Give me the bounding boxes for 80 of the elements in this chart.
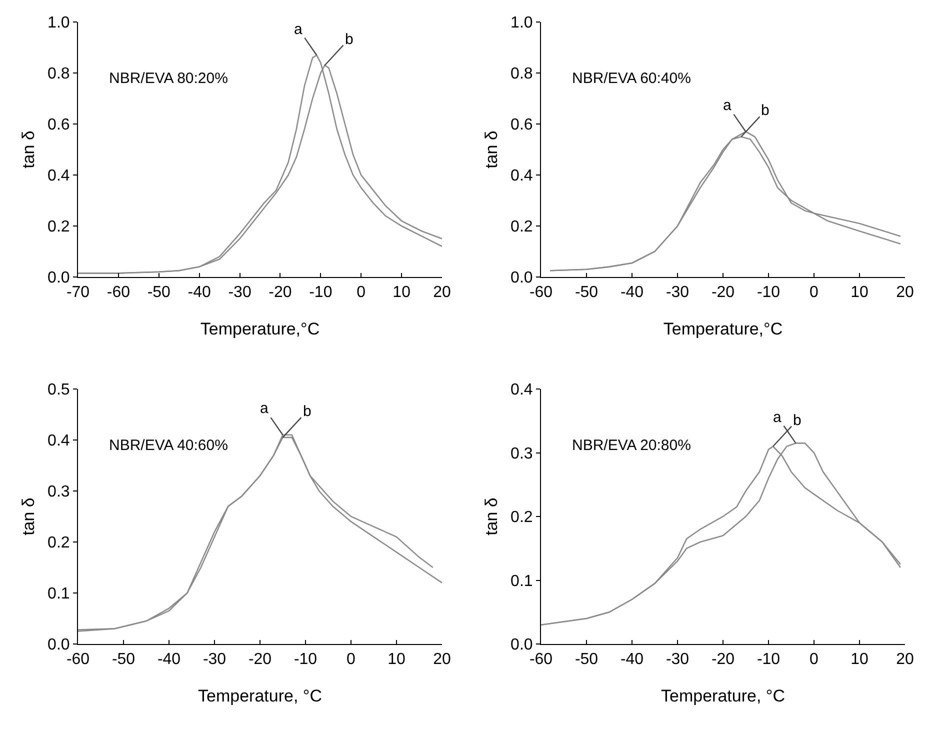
x-tick-label: -30 <box>228 284 252 302</box>
y-tick-label: 0.1 <box>510 572 533 590</box>
y-tick-label: 0.8 <box>510 66 533 83</box>
y-tick-label: 0.2 <box>510 509 533 526</box>
x-tick-label: -60 <box>66 651 90 668</box>
x-tick-label: 10 <box>388 651 406 668</box>
x-axis-title: Temperature, °C <box>661 686 785 706</box>
y-tick-label: 0.3 <box>48 484 70 501</box>
x-tick-label: -30 <box>666 284 690 302</box>
x-tick-label: 0 <box>356 284 366 302</box>
x-tick-label: 0 <box>346 651 356 668</box>
x-axis-title: Temperature,°C <box>663 320 783 339</box>
y-tick-label: 1.0 <box>48 14 70 32</box>
series-label: a <box>260 400 269 417</box>
x-tick-label: -10 <box>294 651 318 668</box>
x-tick-label: 10 <box>850 284 868 302</box>
annotation: NBR/EVA 40:60% <box>109 437 228 454</box>
y-tick-label: 0.8 <box>48 66 70 83</box>
x-tick-label: 20 <box>896 651 914 668</box>
x-tick-label: -40 <box>157 651 181 668</box>
x-tick-label: -50 <box>147 284 171 302</box>
y-tick-label: 0.4 <box>48 168 70 185</box>
x-axis-title: Temperature,°C <box>200 320 320 339</box>
y-axis-title: tan δ <box>482 498 501 536</box>
x-tick-label: -10 <box>756 651 780 668</box>
x-tick-label: 20 <box>433 284 451 302</box>
y-tick-label: 0.4 <box>510 168 533 185</box>
y-tick-label: 0.4 <box>48 432 70 450</box>
x-tick-label: -20 <box>711 284 735 302</box>
x-tick-label: -60 <box>106 284 130 302</box>
x-tick-label: -30 <box>666 651 690 668</box>
x-axis-title: Temperature, °C <box>198 686 322 706</box>
y-axis-title: tan δ <box>19 130 38 168</box>
x-tick-label: 20 <box>433 651 451 668</box>
series-label: b <box>345 31 354 48</box>
x-tick-label: 0 <box>810 284 819 302</box>
x-tick-label: 20 <box>896 284 914 302</box>
y-tick-label: 0.0 <box>48 636 70 654</box>
x-tick-label: -40 <box>188 284 211 302</box>
series-label: b <box>303 403 312 420</box>
series-label: a <box>294 21 303 38</box>
annotation: NBR/EVA 20:80% <box>572 437 691 454</box>
x-tick-label: -10 <box>756 284 780 302</box>
y-tick-label: 1.0 <box>510 14 533 32</box>
x-tick-label: -20 <box>248 651 272 668</box>
x-tick-label: -10 <box>309 284 332 302</box>
x-tick-label: 10 <box>392 284 411 302</box>
y-tick-label: 0.2 <box>48 534 70 552</box>
series-label: a <box>723 97 732 114</box>
y-tick-label: 0.5 <box>48 382 70 399</box>
x-tick-label: -20 <box>711 651 735 668</box>
series-label: b <box>761 102 770 119</box>
x-tick-label: -50 <box>112 651 136 668</box>
y-tick-label: 0.6 <box>510 116 533 134</box>
x-tick-label: -60 <box>529 651 553 668</box>
y-tick-label: 0.1 <box>48 586 70 603</box>
y-tick-label: 0.0 <box>48 270 70 287</box>
y-tick-label: 0.2 <box>510 218 533 236</box>
x-tick-label: -60 <box>529 284 553 302</box>
y-tick-label: 0.3 <box>510 445 533 462</box>
x-tick-label: -40 <box>620 284 644 302</box>
y-axis-title: tan δ <box>19 498 38 536</box>
x-tick-label: -20 <box>268 284 292 302</box>
y-tick-label: 0.6 <box>48 116 70 134</box>
y-axis-title: tan δ <box>482 130 501 168</box>
series-label: a <box>773 409 782 426</box>
x-tick-label: -30 <box>202 651 226 668</box>
x-tick-label: -50 <box>574 651 598 668</box>
y-tick-label: 0.4 <box>510 382 533 399</box>
y-tick-label: 0.2 <box>48 218 70 236</box>
annotation: NBR/EVA 80:20% <box>109 70 228 87</box>
x-tick-label: -70 <box>66 284 90 302</box>
x-tick-label: -50 <box>574 284 598 302</box>
series-label: b <box>793 412 802 429</box>
annotation: NBR/EVA 60:40% <box>572 70 691 87</box>
y-tick-label: 0.0 <box>510 636 533 654</box>
x-tick-label: 10 <box>850 651 868 668</box>
x-tick-label: -40 <box>620 651 644 668</box>
x-tick-label: 0 <box>810 651 819 668</box>
y-tick-label: 0.0 <box>510 270 533 287</box>
